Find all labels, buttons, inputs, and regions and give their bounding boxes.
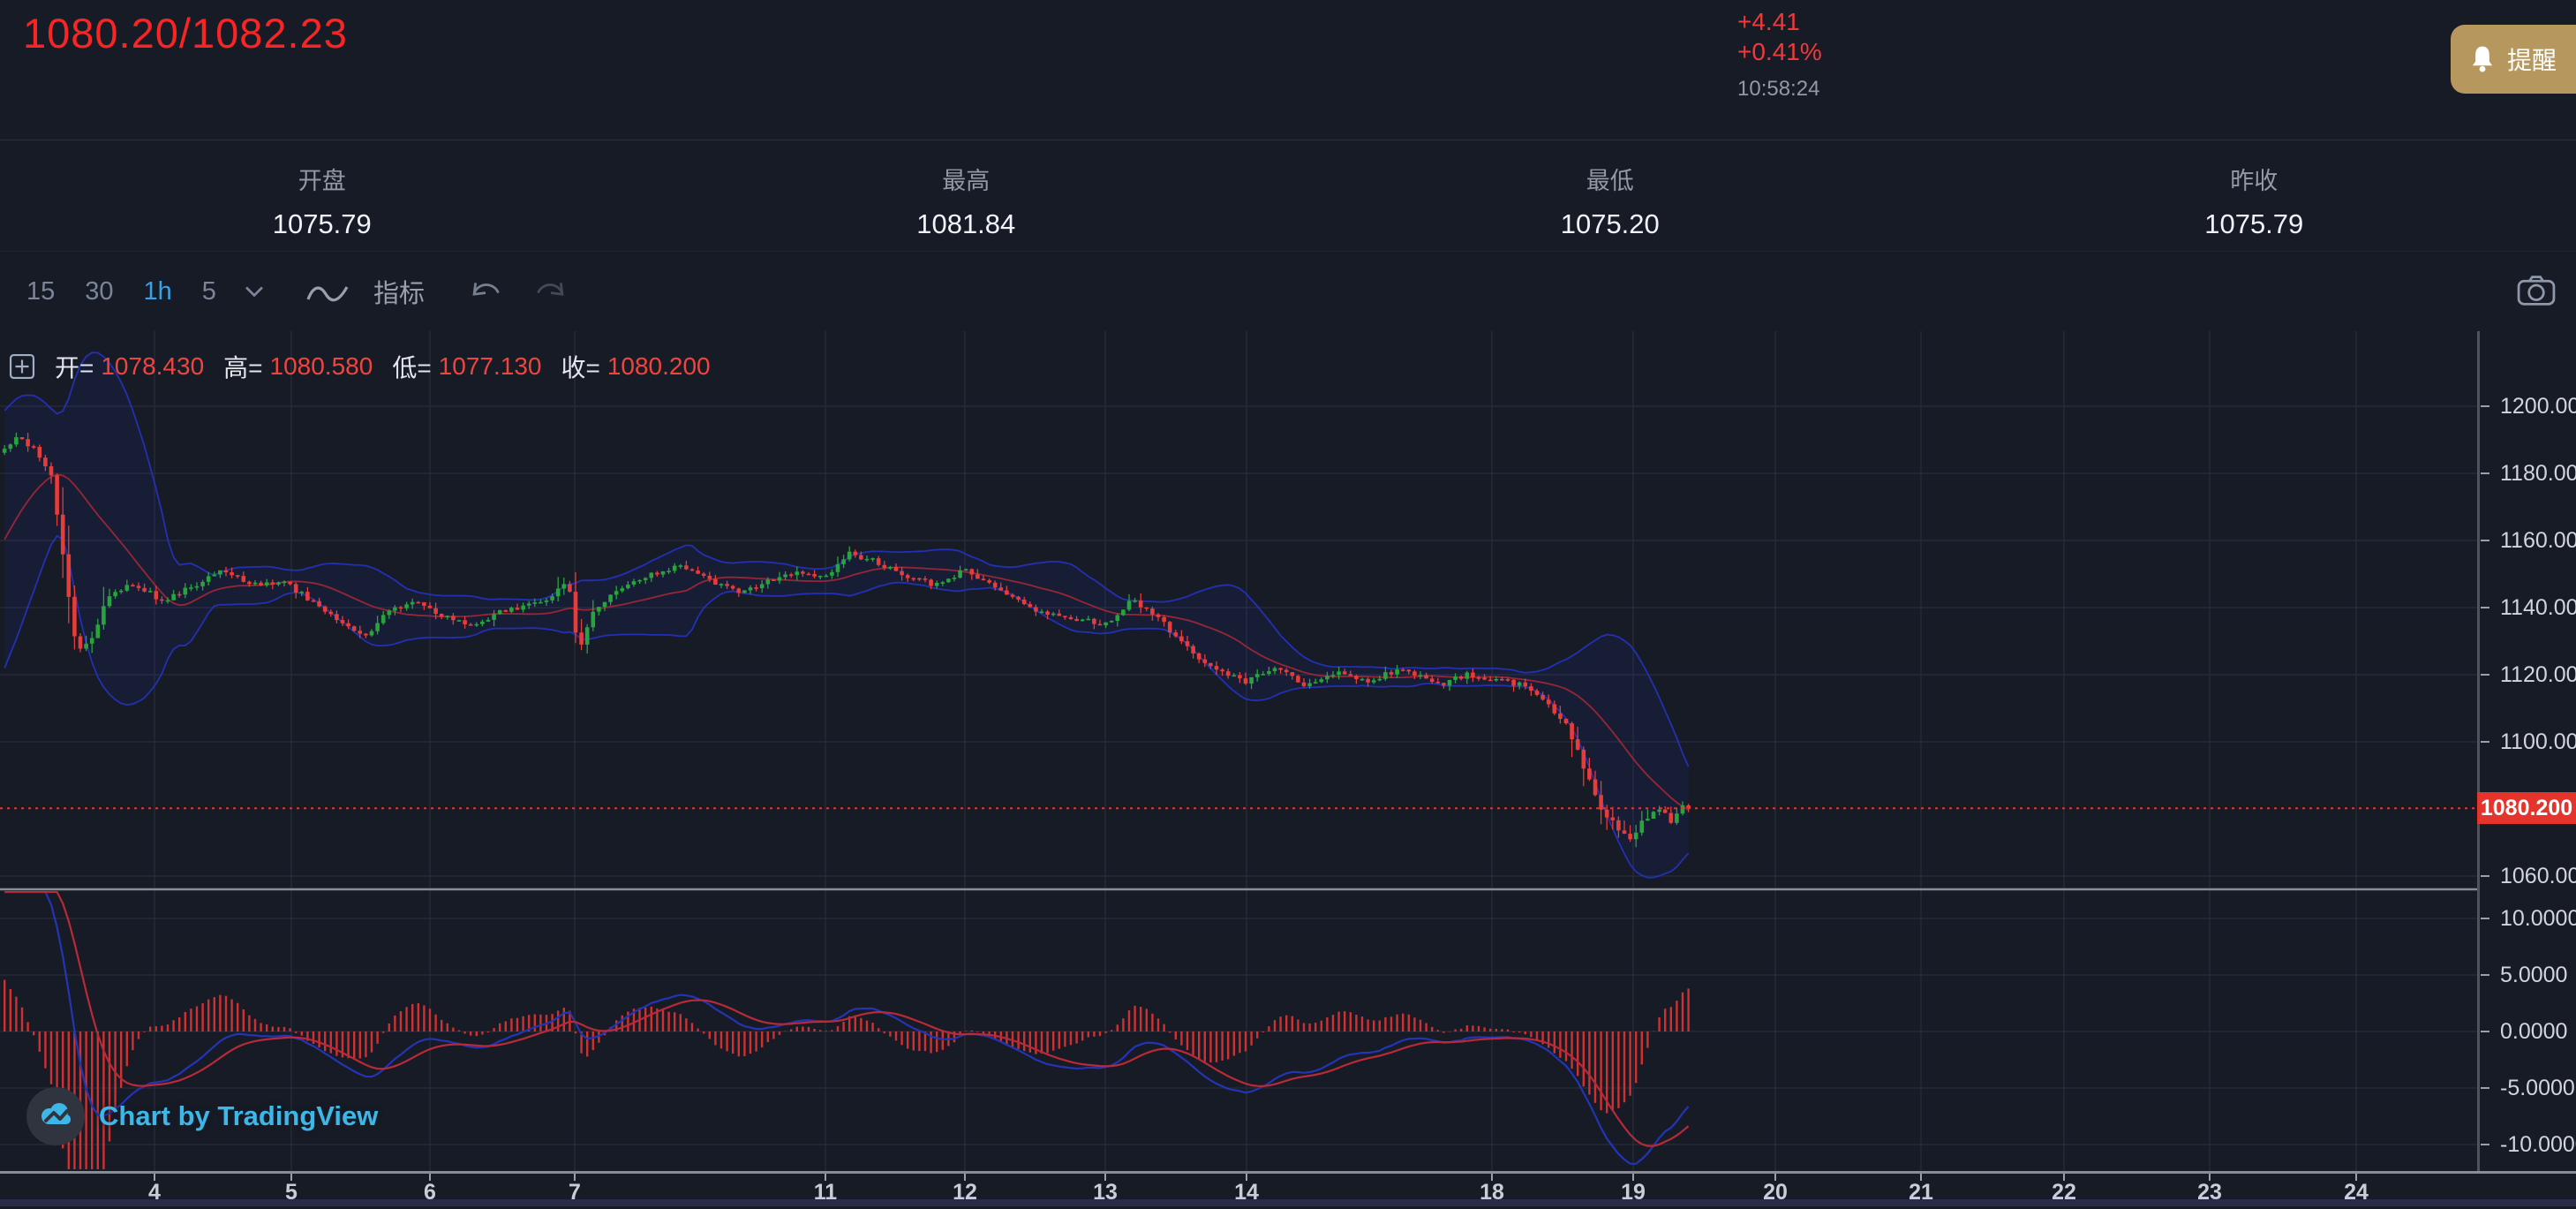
legend-open-label: 开= [55,349,94,384]
stat-prev-close-value: 1075.79 [1932,208,2576,240]
stat-low-value: 1075.20 [1288,208,1932,240]
ohlc-legend: 开= 1078.430 高= 1080.580 低= 1077.130 收= 1… [9,349,711,384]
indicator-axis-label: -5.0000 [2500,1076,2575,1101]
price-axis-label: 1100.000 [2500,729,2576,755]
interval-5-button[interactable]: 5 [202,277,216,306]
interval-15-button[interactable]: 15 [26,277,55,306]
tradingview-logo [26,1087,85,1145]
indicator-axis-tick [2481,1087,2489,1089]
tradingview-attribution[interactable]: Chart by TradingView [26,1087,378,1145]
stat-open-label: 开盘 [0,162,644,196]
legend-high-value: 1080.580 [270,352,373,381]
bottom-strip [0,1199,2576,1206]
price-axis-label: 1120.000 [2500,662,2576,688]
undo-arrow-icon[interactable] [467,276,504,306]
indicator-axis-label: 5.0000 [2500,963,2567,988]
price-change: +4.41 [1737,7,1822,37]
stat-prev-close: 昨收 1075.79 [1932,140,2576,251]
legend-low-value: 1077.130 [439,352,542,381]
chevron-down-icon[interactable] [243,283,266,299]
chart-toolbar: 15 30 1h 5 指标 [0,252,2576,331]
quote-change-block: +4.41 +0.41% 10:58:24 [1737,7,1822,104]
price-change-percent: +0.41% [1737,37,1822,67]
legend-low-label: 低= [392,349,431,384]
indicator-axis-tick [2481,918,2489,919]
price-axis-border [2477,331,2480,1171]
stat-open: 开盘 1075.79 [0,140,644,251]
alert-button[interactable]: 提醒 [2451,25,2576,94]
price-axis-label: 1160.000 [2500,528,2576,554]
indicator-axis-tick [2481,1144,2489,1145]
indicator-axis-tick [2481,1031,2489,1032]
wave-line-icon[interactable] [305,278,350,305]
price-axis-label: 1200.000 [2500,394,2576,419]
legend-close-label: 收= [561,349,599,384]
stat-prev-close-label: 昨收 [1932,162,2576,196]
quote-header: 1080.20/1082.23 +4.41 +0.41% 10:58:24 提醒 [0,0,2576,140]
stat-high-label: 最高 [644,162,1289,196]
bell-icon [2468,44,2497,74]
price-axis-tick [2481,674,2489,676]
indicator-axis-label: 0.0000 [2500,1019,2567,1045]
plus-square-icon[interactable] [9,353,35,380]
stat-low-label: 最低 [1288,162,1932,196]
camera-icon[interactable] [2516,273,2557,313]
indicator-axis-label: -10.0000 [2500,1132,2576,1158]
stat-open-value: 1075.79 [0,208,644,240]
attribution-text: Chart by TradingView [99,1100,378,1132]
chart-area: 开= 1078.430 高= 1080.580 低= 1077.130 收= 1… [0,331,2576,1206]
bid-ask-price: 1080.20/1082.23 [23,9,348,57]
price-axis[interactable]: 1200.000 1180.000 1160.000 1140.000 1120.000… [2477,331,2576,1171]
legend-close-value: 1080.200 [607,352,711,381]
quote-timestamp: 10:58:24 [1737,74,1822,104]
redo-arrow-icon[interactable] [532,276,569,306]
stat-high: 最高 1081.84 [644,140,1289,251]
price-axis-label: 1060.000 [2500,864,2576,889]
interval-1h-button[interactable]: 1h [144,277,172,306]
legend-open-value: 1078.430 [101,352,204,381]
price-axis-tick [2481,875,2489,877]
indicators-button[interactable]: 指标 [373,273,425,310]
legend-high-label: 高= [223,349,262,384]
stat-low: 最低 1075.20 [1288,140,1932,251]
price-axis-label: 1140.000 [2500,595,2576,621]
price-axis-label: 1180.000 [2500,461,2576,487]
indicator-axis-label: 10.0000 [2500,906,2576,932]
current-price-badge: 1080.200 [2477,792,2576,824]
price-axis-tick [2481,741,2489,743]
interval-30-button[interactable]: 30 [85,277,113,306]
price-axis-tick [2481,472,2489,474]
daily-stats-row: 开盘 1075.79 最高 1081.84 最低 1075.20 昨收 1075… [0,140,2576,252]
price-axis-tick [2481,405,2489,407]
price-axis-tick [2481,540,2489,541]
price-chart-canvas[interactable] [0,331,2477,1171]
price-axis-tick [2481,607,2489,608]
indicator-axis-tick [2481,974,2489,976]
stat-high-value: 1081.84 [644,208,1289,240]
alert-button-label: 提醒 [2507,42,2557,77]
